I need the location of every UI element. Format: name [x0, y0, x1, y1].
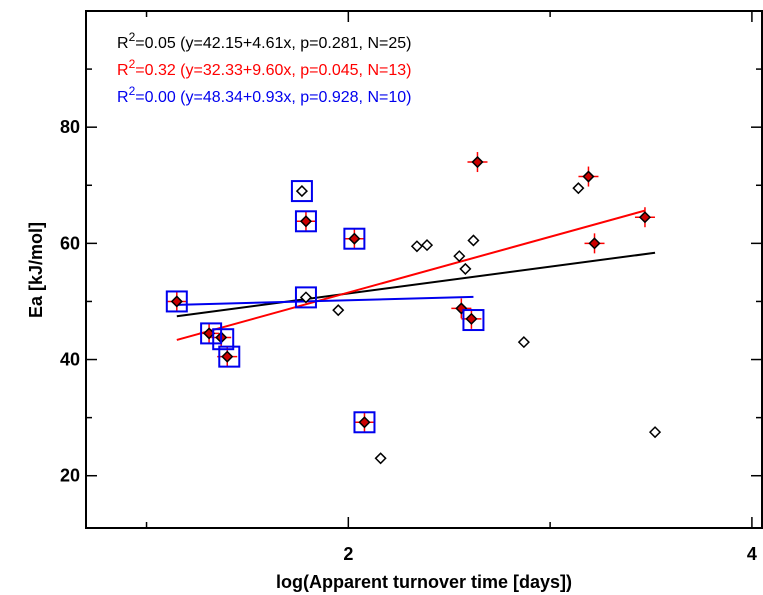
data-point-all [410, 240, 423, 253]
data-points [165, 152, 662, 465]
regression-line [176, 295, 474, 306]
data-point-blue-box [290, 180, 313, 203]
data-point-all [572, 182, 585, 195]
data-point-all [467, 234, 480, 247]
data-point-blue-box [218, 345, 241, 368]
data-point-blue-box [165, 290, 188, 313]
data-point-blue-box [294, 286, 317, 309]
data-point-blue-box [343, 227, 366, 250]
regression-stat-text: R2=0.00 (y=48.34+0.93x, p=0.928, N=10) [117, 84, 411, 106]
regression-line [176, 251, 656, 318]
data-point-all [374, 452, 387, 465]
data-point-red [221, 350, 234, 363]
data-point-blue-box [200, 322, 223, 345]
data-point-all [299, 291, 313, 304]
data-point-all [648, 426, 662, 439]
data-point-red [299, 215, 313, 228]
data-point-all [332, 304, 345, 317]
regression-line [176, 209, 646, 341]
data-point-red [471, 155, 484, 169]
data-point-red [582, 170, 595, 183]
data-point-blue-box [462, 309, 485, 332]
data-point-red [638, 211, 652, 224]
data-point-red [358, 416, 371, 429]
axis-ticks: 2 4 20 40 60 80 [60, 11, 762, 564]
regression-annotations: R2=0.05 (y=42.15+4.61x, p=0.281, N=25) R2… [117, 30, 411, 106]
data-point-all [459, 262, 472, 275]
data-point-all [295, 185, 308, 198]
data-point-blue-box [212, 328, 235, 351]
x-tick-label: 2 [343, 544, 353, 564]
data-point-red [170, 295, 183, 308]
regression-stat-text: R2=0.05 (y=42.15+4.61x, p=0.281, N=25) [117, 30, 411, 52]
data-point-red [588, 237, 601, 250]
data-point-blue-box [294, 210, 317, 233]
y-tick-label: 60 [60, 233, 80, 253]
data-point-red [455, 302, 468, 315]
y-tick-label: 20 [60, 466, 80, 486]
y-tick-label: 40 [60, 350, 80, 370]
y-axis-title: Ea [kJ/mol] [26, 222, 46, 318]
data-point-all [453, 250, 466, 263]
regression-stat-text: R2=0.32 (y=32.33+9.60x, p=0.045, N=13) [117, 57, 411, 79]
fit-lines [176, 209, 656, 341]
data-point-blue-box [353, 411, 376, 434]
plot-frame [85, 10, 763, 529]
data-point-all [517, 336, 530, 349]
data-point-all [420, 239, 434, 252]
data-point-red [465, 312, 478, 325]
x-tick-label: 4 [747, 544, 757, 564]
y-tick-label: 80 [60, 117, 80, 137]
x-axis-title: log(Apparent turnover time [days]) [276, 572, 572, 592]
data-point-red [348, 232, 361, 245]
